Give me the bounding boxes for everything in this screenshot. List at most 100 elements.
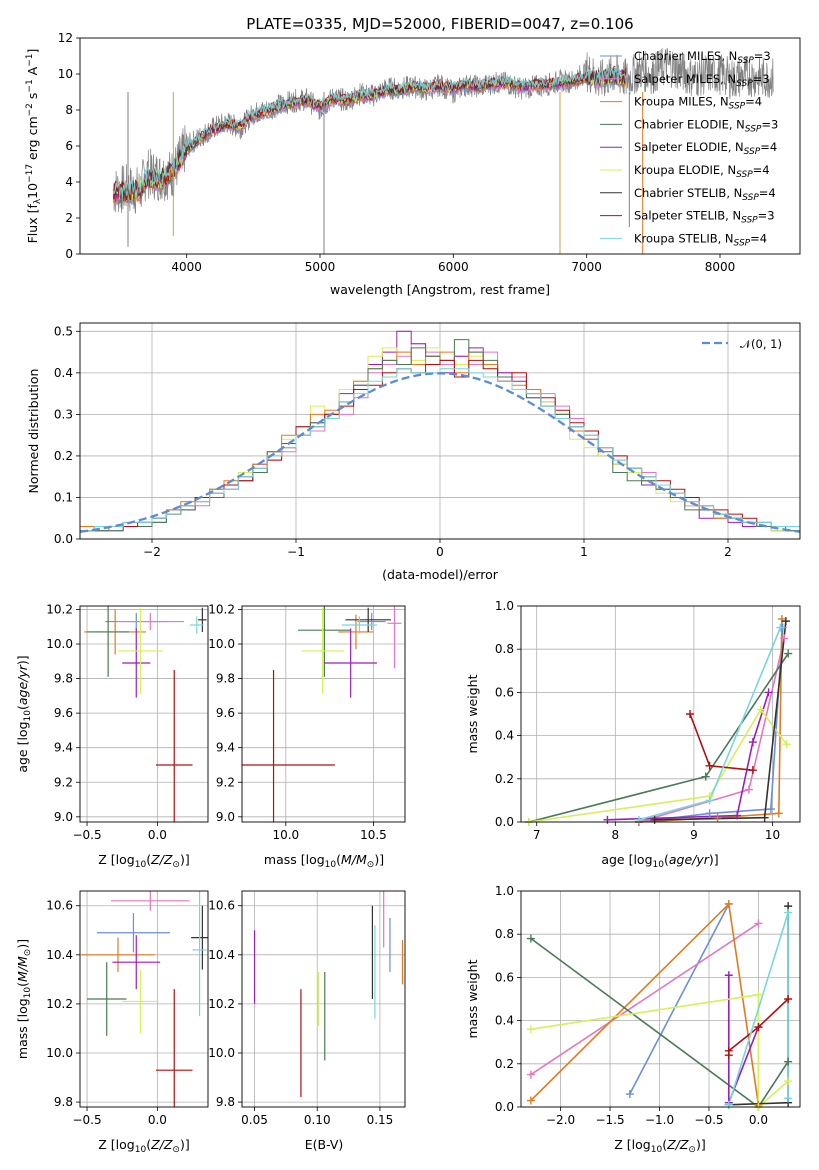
plus-marker	[705, 809, 714, 818]
y-axis-label: mass weight	[465, 674, 480, 753]
y-tick-label: 0.2	[54, 449, 73, 463]
x-tick-label: 10	[765, 828, 780, 842]
x-tick-label: 2	[724, 545, 732, 559]
x-tick-label: 4000	[171, 260, 202, 274]
mass-weight-line	[629, 903, 730, 1095]
plus-marker	[784, 1057, 793, 1066]
y-tick-label: 9.2	[54, 775, 73, 789]
plot-area	[84, 606, 207, 822]
plus-marker	[526, 934, 535, 943]
panel-mass-vs-Z	[76, 890, 209, 1111]
x-axis-label: mass [log10(M/M⊙)]	[264, 852, 384, 870]
y-tick-label: 9.6	[54, 706, 73, 720]
plot-area	[80, 330, 800, 539]
y-tick-label: 9.8	[216, 1095, 235, 1109]
plot-area	[112, 47, 774, 254]
y-tick-label: 10.6	[208, 899, 235, 913]
panel-mass-weight-vs-age	[517, 605, 801, 826]
y-tick-label: 0.3	[54, 407, 73, 421]
x-tick-label: −0.5	[72, 828, 101, 842]
normal-distribution-curve	[80, 372, 800, 533]
plus-marker	[713, 813, 722, 822]
mass-weight-line	[530, 937, 789, 1107]
plus-marker	[526, 1070, 535, 1079]
y-tick-label: 10.2	[46, 602, 73, 616]
plus-marker	[705, 761, 714, 770]
y-axis-label: mass weight	[465, 959, 480, 1038]
y-tick-label: 9.8	[216, 672, 235, 686]
plot-area	[242, 606, 402, 822]
y-tick-label: 0.5	[54, 324, 73, 338]
plus-marker	[685, 710, 694, 718]
y-tick-label: 9.0	[216, 810, 235, 824]
x-axis-label: (data-model)/error	[382, 567, 499, 582]
x-tick-label: 8	[611, 828, 619, 842]
y-tick-label: 9.6	[216, 706, 235, 720]
y-tick-label: 0.2	[495, 1057, 514, 1071]
y-tick-label: 10.2	[208, 997, 235, 1011]
panel-residuals	[76, 322, 801, 543]
mass-weight-line	[654, 621, 787, 821]
plus-marker	[781, 617, 790, 626]
x-axis-label: E(B-V)	[305, 1137, 344, 1152]
legend-label-normal: 𝒩(0, 1)	[740, 337, 782, 351]
y-tick-label: 9.0	[54, 810, 73, 824]
panel-age-vs-Z	[76, 605, 209, 826]
x-tick-label: 10.5	[360, 828, 387, 842]
x-tick-label: 10.0	[272, 828, 299, 842]
y-tick-label: 9.8	[54, 672, 73, 686]
x-tick-label: 0.10	[304, 1113, 331, 1127]
plus-marker	[603, 815, 612, 824]
figure-title: PLATE=0335, MJD=52000, FIBERID=0047, z=0…	[246, 15, 633, 33]
y-axis-label: mass [log10(M/M⊙)]	[15, 939, 33, 1059]
x-tick-label: −1.0	[645, 1113, 674, 1127]
y-tick-label: 0.0	[495, 815, 514, 829]
plus-marker	[650, 815, 659, 824]
legend-label: Chabrier MILES, NSSP=3	[634, 49, 771, 66]
plus-marker	[766, 805, 775, 814]
plus-marker	[776, 623, 785, 632]
axes-frame	[520, 890, 801, 1108]
plus-marker	[724, 1046, 733, 1055]
plus-marker	[784, 1077, 793, 1086]
y-tick-label: 0.8	[495, 927, 514, 941]
plus-marker	[760, 813, 769, 822]
x-axis-label: Z [log10(Z/Z⊙)]	[614, 1137, 705, 1155]
y-tick-label: 10.0	[208, 637, 235, 651]
x-tick-label: −2	[143, 545, 161, 559]
axes-frame	[241, 890, 406, 1108]
x-tick-label: −1.5	[595, 1113, 624, 1127]
axes-frame	[79, 605, 209, 823]
plus-marker	[724, 899, 733, 908]
y-tick-label: 0.0	[54, 532, 73, 546]
y-tick-label: 10	[58, 67, 73, 81]
y-tick-label: 9.8	[54, 1095, 73, 1109]
plus-marker	[774, 809, 783, 818]
legend-label: Kroupa STELIB, NSSP=4	[634, 231, 767, 248]
plus-marker	[780, 634, 789, 643]
plus-marker	[634, 815, 643, 824]
x-tick-label: −0.5	[694, 1113, 723, 1127]
y-axis-label: Normed distribution	[26, 369, 41, 494]
y-tick-label: 10.2	[46, 997, 73, 1011]
legend-label: Chabrier ELODIE, NSSP=3	[634, 117, 778, 134]
axes-frame	[79, 322, 801, 540]
axes-frame	[79, 37, 801, 255]
y-tick-label: 0.4	[495, 729, 514, 743]
x-axis-label: wavelength [Angstrom, rest frame]	[330, 282, 550, 297]
legend-label: Salpeter STELIB, NSSP=3	[634, 209, 775, 226]
model-spectrum-line	[112, 65, 627, 198]
y-tick-label: 0.8	[495, 642, 514, 656]
y-tick-label: 1.0	[495, 884, 514, 898]
x-tick-label: 5000	[305, 260, 336, 274]
y-tick-label: 9.4	[216, 741, 235, 755]
plus-marker	[526, 1025, 535, 1034]
legend-label: Kroupa ELODIE, NSSP=4	[634, 163, 770, 180]
x-tick-label: 0.15	[367, 1113, 394, 1127]
y-tick-label: 10.0	[46, 1046, 73, 1060]
y-tick-label: 10.0	[208, 1046, 235, 1060]
axes-frame	[79, 890, 209, 1108]
y-tick-label: 4	[65, 175, 73, 189]
mass-weight-line	[528, 653, 789, 822]
